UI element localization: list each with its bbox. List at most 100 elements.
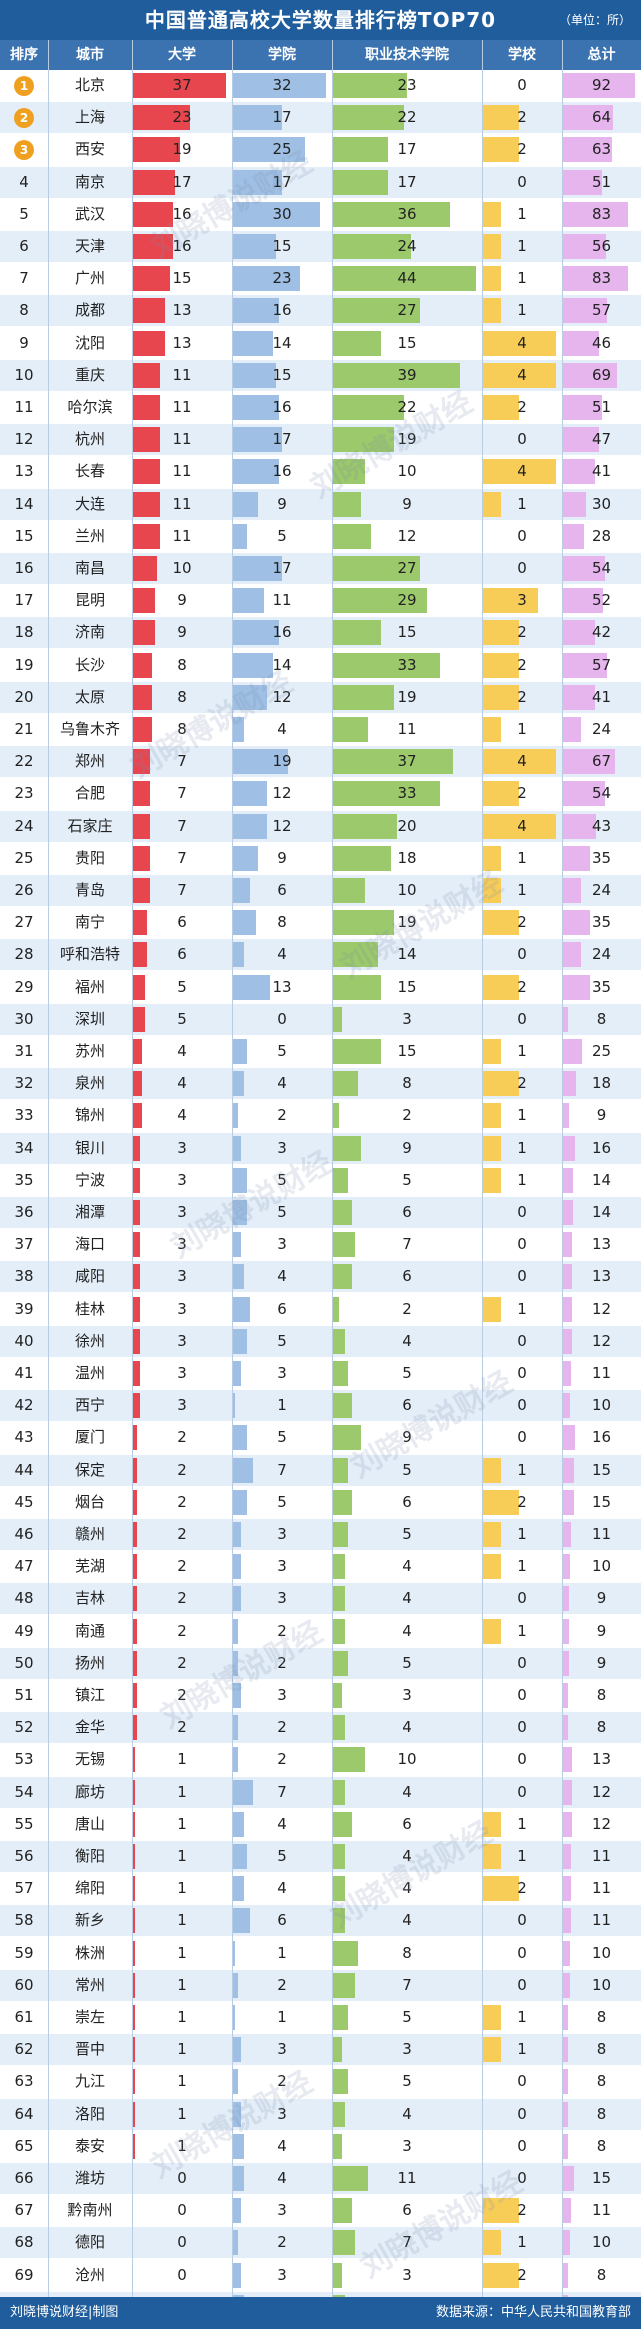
bar-university	[132, 1618, 138, 1644]
value-school: 1	[517, 1106, 527, 1125]
cell-school: 0	[482, 167, 562, 198]
value-total: 67	[591, 752, 612, 771]
bar-vocational	[332, 1972, 355, 1998]
cell-rank: 18	[0, 617, 48, 648]
cell-rank: 13	[0, 456, 48, 487]
cell-city: 苏州	[48, 1036, 132, 1067]
bar-school	[482, 362, 556, 388]
cell-college: 4	[232, 714, 332, 745]
value-vocational: 3	[402, 2136, 412, 2155]
value-total: 9	[596, 1589, 607, 1608]
value-college: 4	[277, 1879, 287, 1898]
value-vocational: 27	[397, 559, 417, 577]
value-total: 51	[591, 398, 612, 416]
bar-university	[132, 1264, 140, 1290]
bar-vocational	[332, 105, 404, 131]
cell-college: 5	[232, 1422, 332, 1453]
cell-school: 0	[482, 521, 562, 552]
cell-school: 4	[482, 811, 562, 842]
table-row: 8 成都 13 16 27 1 57	[0, 295, 641, 327]
header-vocational: 职业技术学院	[365, 47, 449, 63]
cell-city: 福州	[48, 972, 132, 1003]
value-total: 43	[591, 816, 612, 835]
cell-college: 6	[232, 1294, 332, 1325]
bar-total	[562, 1522, 571, 1547]
cell-school: 0	[482, 424, 562, 455]
value-total: 56	[591, 237, 612, 255]
bar-college	[232, 2069, 238, 2095]
value-rank: 18	[14, 623, 34, 642]
value-rank: 45	[14, 1492, 34, 1511]
bar-school	[482, 652, 519, 678]
bar-total	[562, 395, 603, 420]
bar-school	[482, 845, 501, 871]
value-vocational: 27	[397, 301, 417, 320]
cell-vocational: 44	[332, 263, 482, 294]
value-city: 泉州	[74, 1074, 105, 1093]
bar-total	[562, 1940, 570, 1966]
bar-school	[482, 2262, 519, 2288]
table-row: 25 贵阳 7 9 18 1 35	[0, 842, 641, 874]
bar-college	[232, 395, 279, 420]
bar-total	[562, 2166, 574, 2191]
cell-school: 1	[482, 1455, 562, 1486]
cell-school: 1	[482, 295, 562, 326]
value-city: 大连	[74, 494, 105, 513]
value-school: 1	[517, 301, 527, 320]
value-rank: 47	[14, 1557, 34, 1576]
cell-total: 8	[562, 2066, 641, 2097]
cell-college: 17	[232, 424, 332, 455]
cell-vocational: 39	[332, 360, 482, 391]
value-school: 1	[517, 720, 527, 738]
value-total: 8	[596, 2104, 607, 2123]
value-university: 1	[177, 1750, 187, 1769]
value-college: 2	[277, 1106, 287, 1125]
bar-vocational	[332, 1006, 342, 1032]
value-college: 15	[272, 237, 292, 255]
value-rank: 8	[19, 301, 29, 320]
value-vocational: 23	[397, 76, 417, 94]
bar-university	[132, 1747, 135, 1773]
bar-school	[482, 1071, 519, 1097]
value-vocational: 20	[397, 816, 417, 835]
value-vocational: 4	[402, 1621, 412, 1640]
bar-college	[232, 73, 326, 98]
value-college: 4	[277, 2136, 287, 2155]
value-city: 贵阳	[74, 848, 105, 867]
cell-rank: 69	[0, 2260, 48, 2291]
cell-school: 1	[482, 1551, 562, 1582]
cell-university: 16	[132, 231, 232, 262]
cell-vocational: 10	[332, 875, 482, 906]
bar-school	[482, 813, 556, 839]
bar-total	[562, 878, 582, 903]
cell-college: 15	[232, 360, 332, 391]
value-rank: 6	[19, 237, 29, 255]
value-city: 南宁	[74, 913, 105, 932]
value-college: 25	[272, 140, 292, 159]
bar-total	[562, 910, 590, 936]
cell-vocational: 27	[332, 553, 482, 584]
header-school: 学校	[508, 47, 536, 63]
value-college: 4	[277, 1074, 287, 1093]
value-city: 福州	[74, 977, 105, 996]
cell-total: 64	[562, 102, 641, 133]
value-city: 哈尔滨	[67, 398, 113, 416]
cell-vocational: 8	[332, 1938, 482, 1969]
value-university: 2	[177, 1653, 187, 1672]
bar-vocational	[332, 491, 362, 517]
cell-school: 1	[482, 1809, 562, 1840]
value-school: 4	[517, 462, 527, 481]
bar-college	[232, 1586, 241, 1612]
value-university: 10	[172, 559, 192, 577]
bar-school	[482, 2230, 501, 2256]
bar-college	[232, 556, 282, 581]
cell-school: 1	[482, 489, 562, 520]
value-rank: 22	[14, 752, 34, 771]
bar-vocational	[332, 1200, 352, 1225]
bar-university	[132, 1006, 145, 1032]
value-vocational: 9	[402, 1138, 412, 1157]
bar-vocational	[332, 1747, 365, 1773]
cell-vocational: 36	[332, 199, 482, 230]
bar-school	[482, 459, 556, 485]
value-total: 57	[591, 655, 612, 674]
